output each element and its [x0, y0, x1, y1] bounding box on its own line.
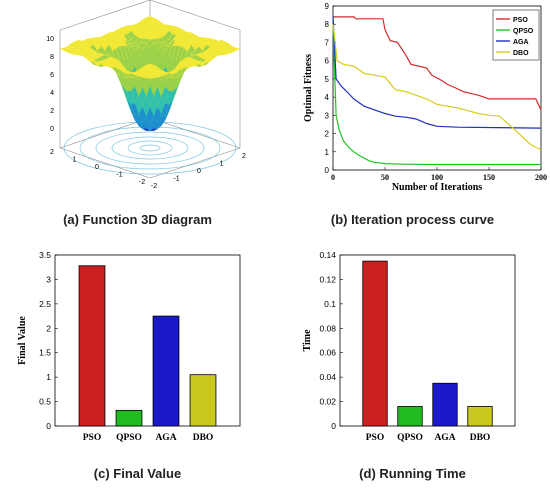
z-tick-label: 0: [50, 126, 54, 133]
contour-ring: [127, 140, 173, 156]
y-tick-label: 0.08: [319, 323, 336, 333]
y-tick-label: 0: [331, 421, 336, 431]
back-edge: [59, 0, 151, 31]
floor-edge: [59, 147, 151, 179]
y-tick-label: 2: [50, 149, 54, 156]
y-tick-label: 4: [325, 93, 330, 102]
y-tick-label: 1: [73, 157, 77, 164]
x-tick-label: 1: [220, 161, 224, 168]
x-tick-label: 50: [381, 173, 389, 182]
caption-b: (b) Iteration process curve: [330, 212, 495, 227]
floor-edge: [59, 117, 151, 149]
y-tick-label: 0.1: [324, 299, 336, 309]
x-tick-label: 100: [431, 173, 443, 182]
x-tick-label: QPSO: [397, 433, 423, 443]
series-line-aga: [332, 15, 542, 129]
bar-pso: [78, 265, 106, 427]
z-tick-label: 6: [50, 72, 54, 79]
floor-edge: [149, 147, 241, 179]
x-tick-label: -1: [173, 176, 179, 183]
x-tick-label: 0: [197, 168, 201, 175]
x-tick-label: 0: [331, 173, 335, 182]
z-tick-label: 10: [46, 36, 54, 43]
bar-qpso: [397, 406, 423, 427]
contour-ring: [139, 144, 161, 152]
y-tick-label: 0.12: [319, 274, 336, 284]
y-tick-label: 0.5: [39, 397, 51, 407]
x-tick-label: -2: [151, 183, 157, 190]
x-tick-label: DBO: [470, 433, 491, 443]
bar-aga: [432, 382, 458, 427]
y-tick-label: 0.04: [319, 372, 336, 382]
contour-ring: [95, 131, 205, 165]
z-tick-label: 8: [50, 54, 54, 61]
y-tick-label: 0: [325, 166, 330, 175]
series-line-dbo: [332, 24, 542, 151]
bar-dbo: [189, 374, 217, 427]
y-axis-label: Optimal Fitness: [303, 54, 314, 122]
final-value-bar-chart: 0 0.5 1 1.5 2 2.5 3 3.5 PSO QPSO AGA DBO Final Value: [17, 250, 241, 443]
y-tick-label: 9: [325, 2, 330, 11]
y-tick-label: 0: [95, 164, 99, 171]
x-tick-label: PSO: [83, 433, 101, 443]
caption-c: (c) Final Value: [93, 466, 182, 481]
x-tick-label: PSO: [366, 433, 384, 443]
y-tick-label: 0.14: [319, 250, 336, 260]
x-tick-label: QPSO: [116, 433, 142, 443]
bar-dbo: [467, 406, 493, 427]
y-tick-label: 2: [325, 130, 330, 139]
caption-a: (a) Function 3D diagram: [63, 212, 212, 227]
y-tick-label: 0.06: [319, 348, 336, 358]
y-tick-label: 3: [325, 111, 330, 120]
series-line-qpso: [332, 24, 541, 166]
y-axis-label: Time: [302, 329, 313, 352]
z-tick-label: 2: [50, 108, 54, 115]
caption-d: (d) Running Time: [359, 466, 466, 481]
y-axis-label: Final Value: [17, 316, 28, 365]
y-tick-label: -1: [116, 172, 122, 179]
legend-label-dbo: DBO: [513, 50, 529, 57]
y-tick-label: 2: [46, 323, 51, 333]
legend-label-pso: PSO: [513, 17, 528, 24]
surface-3d-plot: 0 2 4 6 8 10 -2 -1 0 1 2 -2 -1 0 1 2: [46, 0, 246, 190]
x-axis-label: Number of Iterations: [392, 182, 482, 193]
legend-label-aga: AGA: [513, 39, 529, 46]
y-tick-label: 6: [325, 57, 330, 66]
y-tick-label: 3: [46, 274, 51, 284]
contour-ring: [111, 136, 189, 160]
x-tick-label: DBO: [193, 433, 214, 443]
x-tick-label: 150: [483, 173, 495, 182]
bar-pso: [362, 260, 388, 427]
y-tick-label: 7: [325, 38, 330, 47]
back-edge: [149, 0, 241, 31]
bar-qpso: [115, 409, 143, 427]
y-tick-label: -2: [139, 179, 145, 186]
series-line-pso: [333, 16, 542, 111]
y-tick-label: 2.5: [39, 299, 51, 309]
bar-aga: [152, 315, 180, 427]
x-tick-label: 2: [242, 153, 246, 160]
y-tick-label: 0.02: [319, 397, 336, 407]
y-tick-label: 5: [325, 75, 330, 84]
y-tick-label: 1.5: [39, 348, 51, 358]
iteration-line-chart: 0 1 2 3 4 5 6 7 8 9 0 50 100 150 200 Number of Iteratio…: [303, 2, 547, 193]
legend-label-qpso: QPSO: [513, 28, 534, 35]
running-time-bar-chart: 0 0.02 0.04 0.06 0.08 0.1 0.12 0.14 PSO QPSO AGA DB…: [302, 250, 516, 443]
contour-ring: [79, 126, 221, 170]
x-tick-label: AGA: [155, 433, 176, 443]
x-tick-label: 200: [535, 173, 547, 182]
floor-edge: [149, 117, 241, 149]
y-tick-label: 1: [325, 148, 330, 157]
y-tick-label: 3.5: [39, 250, 51, 260]
y-tick-label: 8: [325, 20, 330, 29]
z-tick-label: 4: [50, 90, 54, 97]
y-tick-label: 0: [46, 421, 51, 431]
y-tick-label: 1: [46, 372, 51, 382]
surface-facet: [145, 73, 155, 79]
x-tick-label: AGA: [434, 433, 455, 443]
